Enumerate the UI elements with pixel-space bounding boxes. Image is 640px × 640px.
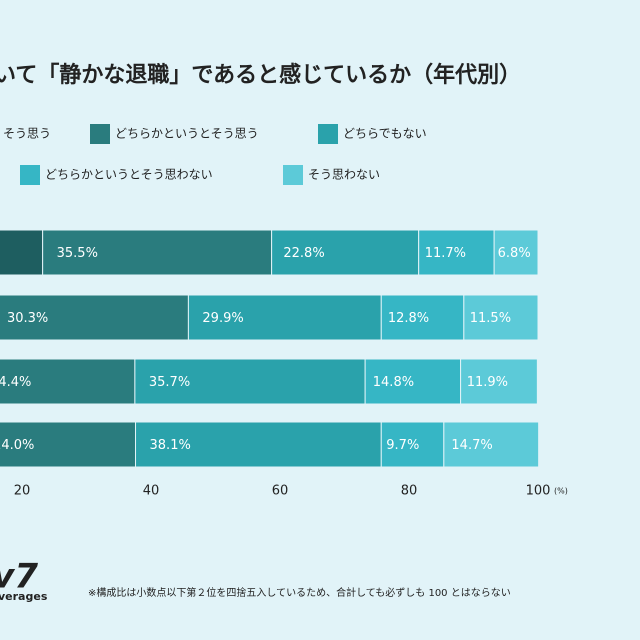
value-label: 12.8%: [388, 311, 429, 326]
bar-segment: [0, 229, 44, 276]
value-label: 24.0%: [0, 438, 34, 453]
value-label: 11.5%: [470, 311, 511, 326]
bar-segment: [443, 421, 540, 468]
legend-label: どちらでもない: [343, 127, 427, 141]
x-tick-label: 80: [401, 484, 418, 499]
legend-label: どちらかというとそう思わない: [45, 168, 213, 182]
value-label: 9.7%: [386, 438, 419, 453]
value-label: 6.8%: [498, 246, 531, 261]
legend-label: そう思う: [3, 127, 51, 141]
value-label: 29.9%: [202, 311, 243, 326]
value-label: 11.9%: [467, 375, 508, 390]
bar-segment: [42, 229, 273, 276]
legend-swatch: [90, 124, 110, 144]
value-label: 14.8%: [373, 375, 414, 390]
x-tick-label: 20: [14, 484, 31, 499]
value-label: 35.7%: [149, 375, 190, 390]
bar-segment: [493, 229, 539, 276]
legend-label: そう思わない: [308, 168, 380, 182]
legend-swatch: [283, 165, 303, 185]
chart-title: いて「静かな退職」であると感じているか（年代別）: [0, 62, 521, 88]
bar-segment: [0, 421, 137, 468]
bar-segment: [134, 358, 366, 405]
logo-mark: v7: [0, 557, 38, 597]
value-label: 30.3%: [7, 311, 48, 326]
legend-swatch: [20, 165, 40, 185]
value-label: 24.4%: [0, 375, 31, 390]
logo-text: verages: [0, 590, 48, 603]
x-tick-label: 100: [526, 484, 551, 499]
x-unit: (%): [554, 487, 568, 496]
footnote: ※構成比は小数点以下第２位を四捨五入しているため、合計しても必ずしも 100 と…: [88, 586, 511, 599]
x-tick-label: 60: [272, 484, 289, 499]
value-label: 38.1%: [150, 438, 191, 453]
value-label: 35.5%: [57, 246, 98, 261]
bar-segment: [0, 294, 189, 341]
bar-segment: [364, 358, 462, 405]
legend-label: どちらかというとそう思う: [115, 127, 259, 141]
bar-segment: [0, 358, 136, 405]
legend-swatch: [318, 124, 338, 144]
bar-segment: [463, 294, 539, 341]
bar-segment: [460, 358, 538, 405]
bar-segment: [380, 294, 465, 341]
x-tick-label: 40: [143, 484, 160, 499]
value-label: 14.7%: [451, 438, 492, 453]
value-label: 22.8%: [283, 246, 324, 261]
value-label: 11.7%: [425, 246, 466, 261]
bar-segment: [380, 421, 445, 468]
bar-segment: [187, 294, 382, 341]
